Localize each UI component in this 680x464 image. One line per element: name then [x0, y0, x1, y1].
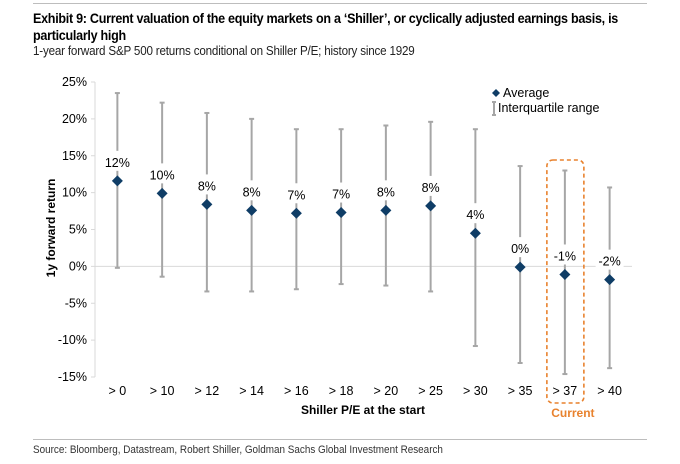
chart-title: Exhibit 9: Current valuation of the equi… [33, 11, 619, 43]
x-tick-label: > 16 [284, 384, 309, 398]
x-tick-label: > 37 [553, 384, 578, 398]
data-label: 12% [105, 156, 130, 170]
data-label: 8% [198, 179, 216, 193]
data-label: 7% [287, 188, 305, 202]
y-tick-label: 5% [69, 223, 87, 237]
x-tick-label: > 40 [597, 384, 622, 398]
average-marker [469, 227, 481, 239]
legend: Average Interquartile range [492, 86, 600, 116]
y-axis-label: 1y forward return [44, 179, 58, 278]
x-tick-label: > 14 [239, 384, 264, 398]
data-label-background [192, 174, 221, 195]
x-axis-label: Shiller P/E at the start [301, 403, 425, 417]
y-tick-label: 15% [62, 149, 87, 163]
average-markers [111, 175, 616, 286]
x-tick-label: > 10 [150, 384, 175, 398]
legend-range-icon [492, 101, 496, 116]
average-marker [559, 268, 571, 280]
x-tick-label: > 25 [418, 384, 443, 398]
y-tick-label: 20% [62, 112, 87, 126]
legend-average-marker [492, 89, 500, 97]
average-marker [246, 204, 258, 216]
x-tick-label: > 35 [508, 384, 533, 398]
y-tick-label: 0% [69, 259, 87, 273]
x-tick-label: > 12 [195, 384, 220, 398]
data-label: 4% [466, 208, 484, 222]
data-label-background [595, 249, 624, 270]
data-label-background [148, 163, 177, 184]
data-label: 8% [377, 185, 395, 199]
data-label-background [327, 182, 356, 203]
y-tick-label: -15% [58, 370, 87, 384]
legend-range-label: Interquartile range [498, 101, 600, 115]
data-label: 10% [150, 168, 175, 182]
y-tick-label: -10% [58, 333, 87, 347]
data-label-background [237, 180, 266, 201]
average-marker [514, 261, 526, 273]
data-label-background [550, 244, 579, 265]
y-tick-label: 25% [62, 75, 87, 89]
current-highlight: Current [546, 159, 595, 420]
average-marker [380, 204, 392, 216]
current-label: Current [551, 406, 594, 420]
average-marker [290, 207, 302, 219]
data-label: -2% [599, 255, 621, 269]
x-tick-label: > 18 [329, 384, 354, 398]
data-label: 7% [332, 188, 350, 202]
chart-subtitle: 1-year forward S&P 500 returns condition… [33, 44, 415, 58]
data-label-background [371, 180, 400, 201]
data-label-background [506, 237, 535, 258]
current-highlight-box [546, 159, 585, 404]
average-marker [425, 200, 437, 212]
interquartile-ranges [114, 92, 613, 376]
data-label-background [461, 203, 490, 224]
data-label: 8% [243, 185, 261, 199]
data-labels: 12% 10% 8% 8% 7% 7% 8% 8% 4% 0% -1% -2% [103, 150, 624, 270]
axes: 25% 20% 15% 10% 5% 0% -5% -10% -15% > 0 > 10 > 12 > … [58, 75, 632, 398]
data-label-background [282, 183, 311, 204]
y-tick-label: -5% [65, 296, 87, 310]
average-marker [156, 187, 168, 199]
legend-average-label: Average [503, 86, 549, 100]
data-label: 8% [422, 181, 440, 195]
y-tick-label: 10% [62, 186, 87, 200]
data-label: 0% [511, 242, 529, 256]
x-tick-label: > 20 [374, 384, 399, 398]
average-marker [111, 175, 123, 187]
average-marker [604, 274, 616, 286]
interquartile-range [338, 128, 344, 286]
top-divider [33, 3, 647, 4]
data-label-background [416, 175, 445, 196]
average-marker [201, 198, 213, 210]
x-tick-label: > 0 [109, 384, 127, 398]
average-marker [335, 207, 347, 219]
data-label-background [103, 150, 132, 171]
x-tick-label: > 30 [463, 384, 488, 398]
source-note: Source: Bloomberg, Datastream, Robert Sh… [33, 444, 443, 456]
data-label: -1% [554, 249, 576, 263]
bottom-divider [33, 439, 647, 440]
